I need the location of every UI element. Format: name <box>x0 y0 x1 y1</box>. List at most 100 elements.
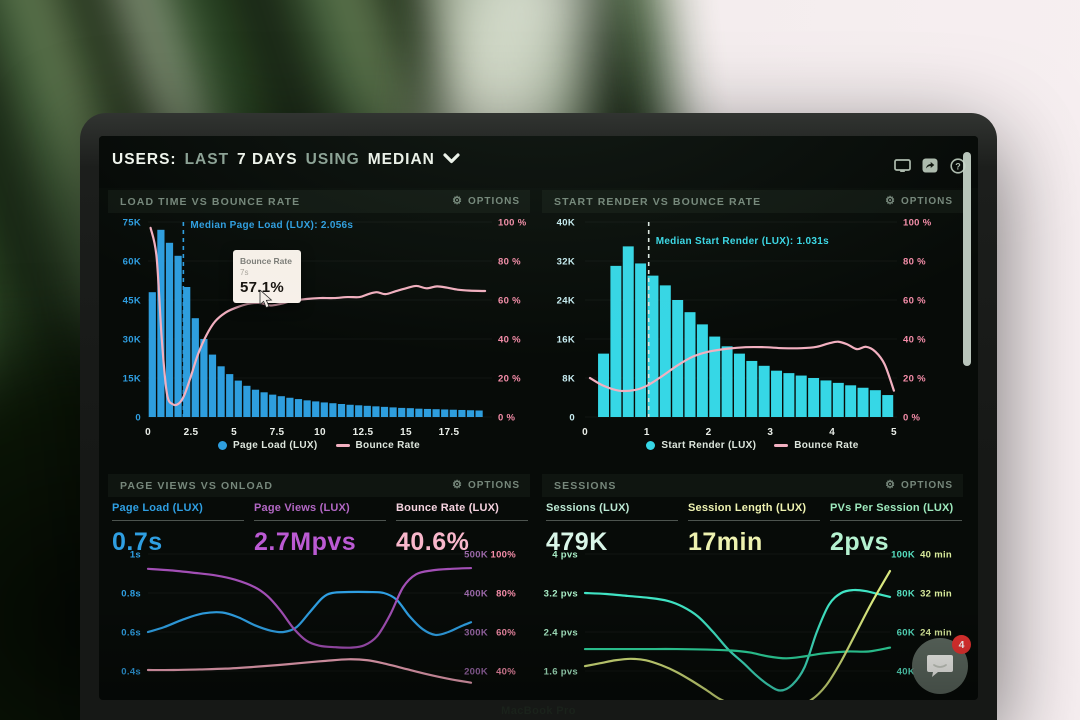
svg-text:0 %: 0 % <box>903 413 921 424</box>
options-button[interactable]: ⚙ OPTIONS <box>452 479 520 492</box>
metric-session-length: Session Length (LUX) 17min <box>688 502 820 557</box>
laptop-display: USERS: LAST 7 DAYS USING MEDIAN <box>80 113 997 720</box>
panel-header-sessions: SESSIONS ⚙ OPTIONS <box>542 474 963 497</box>
gear-icon: ⚙ <box>885 195 896 207</box>
app-header: USERS: LAST 7 DAYS USING MEDIAN <box>99 136 978 188</box>
panel-header-page-views: PAGE VIEWS VS ONLOAD ⚙ OPTIONS <box>108 474 530 497</box>
svg-text:32K: 32K <box>557 257 575 268</box>
chart-tooltip: Bounce Rate 7s 57.1% <box>233 250 301 303</box>
svg-text:2.5: 2.5 <box>184 427 199 438</box>
header-word-muted: USING <box>305 151 360 168</box>
panel-header-load-time: LOAD TIME VS BOUNCE RATE ⚙ OPTIONS <box>108 190 530 213</box>
svg-text:60%: 60% <box>496 628 516 639</box>
svg-text:32 min: 32 min <box>920 589 952 600</box>
chat-bubble-icon <box>927 655 953 677</box>
header-word: 7 DAYS <box>237 151 298 168</box>
pink-line-swatch <box>774 444 789 447</box>
chevron-down-icon <box>443 151 460 169</box>
svg-text:Median Page Load (LUX): 2.056s: Median Page Load (LUX): 2.056s <box>190 220 353 231</box>
panel-title: START RENDER VS BOUNCE RATE <box>554 195 762 208</box>
users-filter-dropdown[interactable]: USERS: LAST 7 DAYS USING MEDIAN <box>112 151 460 169</box>
metric-page-views: Page Views (LUX) 2.7Mpvs <box>254 502 386 557</box>
svg-text:40%: 40% <box>496 667 516 678</box>
svg-text:400K: 400K <box>464 589 488 600</box>
metric-underline <box>254 520 386 521</box>
metric-underline <box>830 520 962 521</box>
cyan-dot-swatch <box>646 441 656 450</box>
display-icon[interactable] <box>893 158 911 173</box>
header-word-muted: LAST <box>184 151 230 168</box>
svg-text:0.4s: 0.4s <box>121 667 141 678</box>
svg-text:45K: 45K <box>123 296 141 307</box>
options-button[interactable]: ⚙ OPTIONS <box>885 195 953 208</box>
chat-widget-button[interactable]: 4 <box>912 635 971 694</box>
scrollbar[interactable] <box>963 152 971 366</box>
panel-title: LOAD TIME VS BOUNCE RATE <box>120 195 301 208</box>
svg-text:60 %: 60 % <box>903 296 926 307</box>
svg-text:30K: 30K <box>123 335 141 346</box>
gear-icon: ⚙ <box>452 195 463 207</box>
gear-icon: ⚙ <box>885 479 896 491</box>
svg-text:16K: 16K <box>557 335 575 346</box>
svg-text:20 %: 20 % <box>498 374 521 385</box>
legend-item[interactable]: Page Load (LUX) <box>218 440 318 451</box>
share-icon[interactable] <box>921 158 939 173</box>
svg-text:17.5: 17.5 <box>439 427 460 438</box>
svg-text:4: 4 <box>829 427 835 438</box>
device-label: MacBook Pro <box>501 705 576 717</box>
mouse-cursor-icon <box>259 289 274 314</box>
svg-text:40K: 40K <box>557 218 575 229</box>
svg-text:?: ? <box>955 161 961 171</box>
legend-start-render: Start Render (LUX) Bounce Rate <box>542 440 963 451</box>
metric-underline <box>112 520 244 521</box>
svg-text:Median Start Render (LUX): 1.0: Median Start Render (LUX): 1.031s <box>656 236 829 247</box>
svg-text:80K: 80K <box>897 589 915 600</box>
metric-pvs-per-session: PVs Per Session (LUX) 2pvs <box>830 502 962 557</box>
panel-header-start-render: START RENDER VS BOUNCE RATE ⚙ OPTIONS <box>542 190 963 213</box>
header-word: USERS: <box>112 151 177 168</box>
svg-text:5: 5 <box>891 427 897 438</box>
svg-text:40 %: 40 % <box>903 335 926 346</box>
legend-item[interactable]: Start Render (LUX) <box>646 440 756 451</box>
panel-title: PAGE VIEWS VS ONLOAD <box>120 479 274 492</box>
svg-text:200K: 200K <box>464 667 488 678</box>
svg-text:80 %: 80 % <box>903 257 926 268</box>
svg-text:0 %: 0 % <box>498 413 516 424</box>
legend-item[interactable]: Bounce Rate <box>335 440 420 451</box>
svg-text:2.4 pvs: 2.4 pvs <box>544 628 578 639</box>
svg-text:2: 2 <box>706 427 712 438</box>
svg-text:100 %: 100 % <box>903 218 932 229</box>
metric-underline <box>688 520 820 521</box>
chat-notification-badge: 4 <box>952 635 971 654</box>
svg-text:1.6 pvs: 1.6 pvs <box>544 667 578 678</box>
legend-item[interactable]: Bounce Rate <box>774 440 858 451</box>
svg-text:24K: 24K <box>557 296 575 307</box>
svg-text:0.8s: 0.8s <box>121 589 141 600</box>
options-button[interactable]: ⚙ OPTIONS <box>885 479 953 492</box>
svg-text:60K: 60K <box>123 257 141 268</box>
svg-text:5: 5 <box>231 427 237 438</box>
metric-bounce-rate: Bounce Rate (LUX) 40.6% <box>396 502 528 557</box>
legend-load-time: Page Load (LUX) Bounce Rate <box>108 440 530 451</box>
svg-text:24 min: 24 min <box>920 628 952 639</box>
svg-text:10: 10 <box>314 427 326 438</box>
svg-text:80 %: 80 % <box>498 257 521 268</box>
svg-text:75K: 75K <box>123 218 141 229</box>
svg-text:40 %: 40 % <box>498 335 521 346</box>
svg-text:15K: 15K <box>123 374 141 385</box>
metric-underline <box>546 520 678 521</box>
svg-text:300K: 300K <box>464 628 488 639</box>
svg-text:100 %: 100 % <box>498 218 527 229</box>
svg-text:60K: 60K <box>897 628 915 639</box>
svg-text:0: 0 <box>582 427 588 438</box>
svg-text:0.6s: 0.6s <box>121 628 141 639</box>
svg-text:0: 0 <box>145 427 151 438</box>
options-button[interactable]: ⚙ OPTIONS <box>452 195 520 208</box>
metric-page-load: Page Load (LUX) 0.7s <box>112 502 244 557</box>
header-icons: ? <box>893 157 967 174</box>
svg-text:8K: 8K <box>562 374 575 385</box>
panel-title: SESSIONS <box>554 479 617 492</box>
blue-dot-swatch <box>218 441 228 450</box>
svg-text:0: 0 <box>135 413 141 424</box>
